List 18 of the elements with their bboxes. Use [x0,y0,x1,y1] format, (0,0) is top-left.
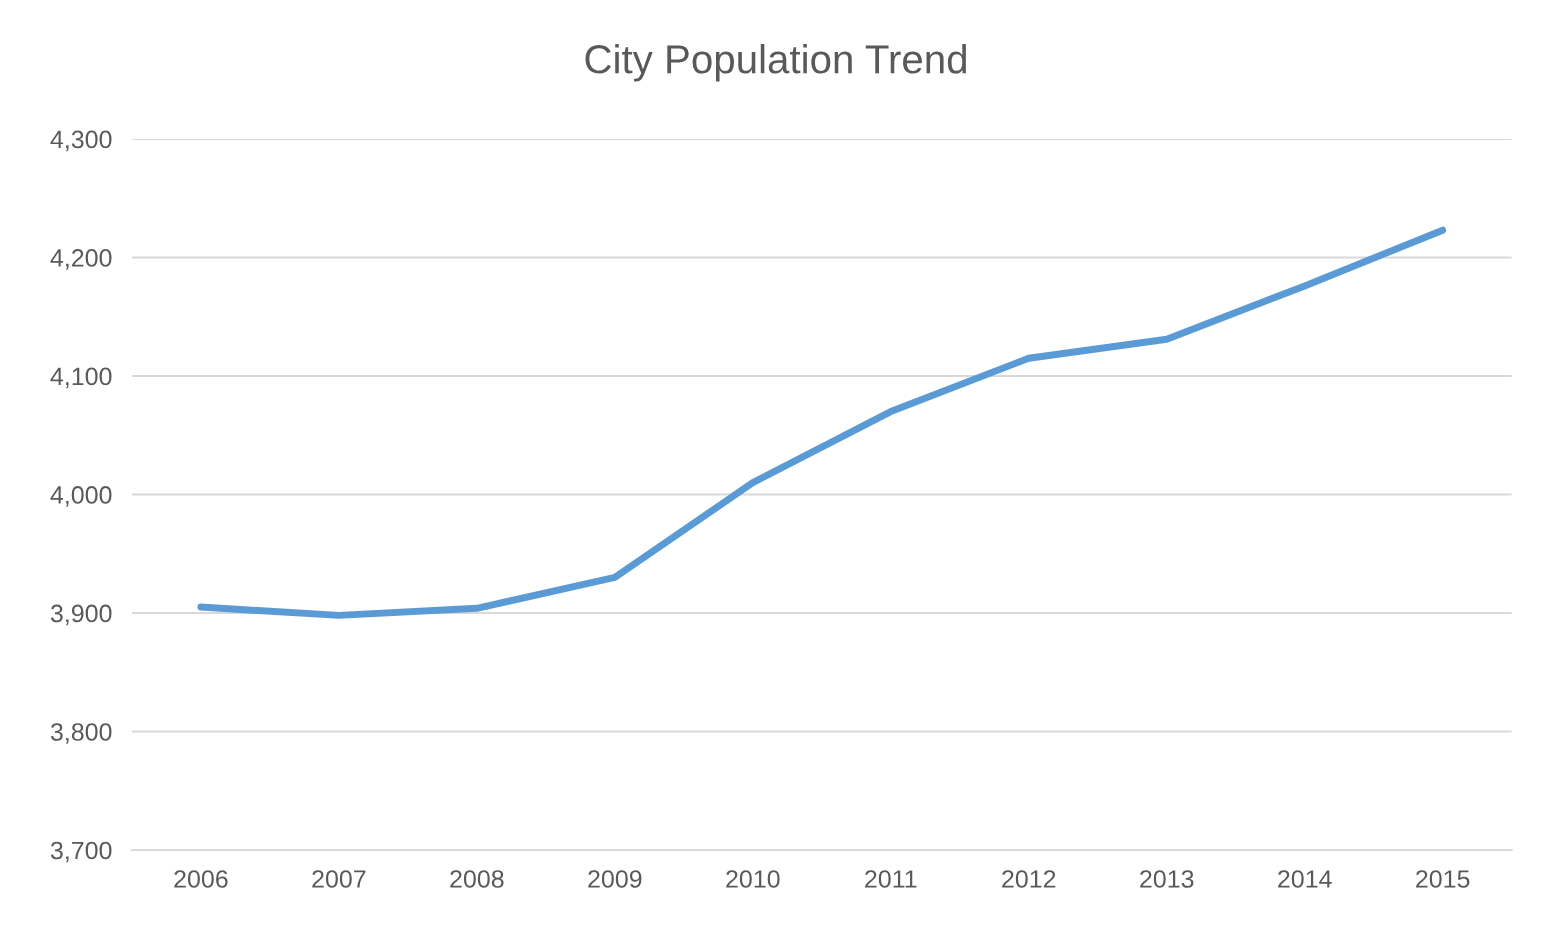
x-tick-label: 2006 [174,870,228,888]
y-tick-label: 4,100 [50,367,112,389]
y-tick-label: 4,300 [50,130,112,152]
y-tick-label: 3,800 [50,723,112,744]
y-tick-label: 4,000 [50,486,112,507]
x-tick-label: 2011 [865,870,917,888]
y-tick-label: 4,200 [50,249,112,270]
chart-title: City Population Trend [585,44,966,82]
y-tick-label: 3,700 [50,841,112,863]
x-tick-label: 2009 [588,870,642,888]
y-tick-label: 3,900 [50,604,112,626]
x-tick-label: 2014 [1278,870,1332,888]
x-tick-label: 2007 [312,870,366,888]
x-tick-label: 2012 [1002,870,1056,888]
x-tick-label: 2013 [1140,870,1194,888]
x-tick-label: 2010 [726,870,780,888]
x-tick-label: 2015 [1416,870,1470,888]
x-tick-label: 2008 [450,870,504,888]
